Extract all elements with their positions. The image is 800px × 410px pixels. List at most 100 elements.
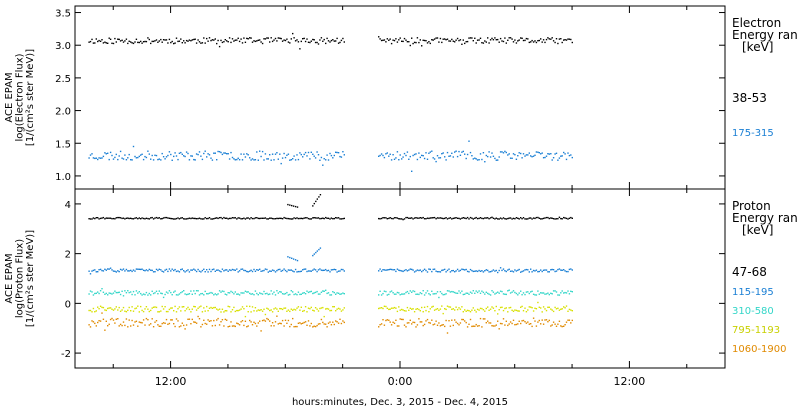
data-point — [568, 293, 571, 295]
data-point — [472, 307, 474, 309]
data-point — [226, 310, 228, 312]
data-point — [386, 269, 388, 271]
data-point — [150, 294, 152, 296]
data-point — [130, 291, 132, 293]
data-point — [188, 159, 191, 161]
data-point — [138, 311, 140, 313]
data-point — [399, 318, 401, 320]
data-point — [413, 290, 416, 293]
data-point — [294, 268, 297, 271]
data-point — [204, 310, 206, 312]
data-point — [396, 217, 399, 219]
data-point — [550, 38, 552, 40]
data-point — [508, 153, 510, 155]
data-point — [492, 307, 495, 309]
y-tick-label: 4 — [65, 200, 71, 211]
data-point — [456, 155, 459, 158]
data-point — [327, 40, 330, 42]
data-point — [198, 306, 201, 308]
data-point — [548, 38, 550, 40]
data-point — [290, 38, 292, 40]
data-point — [98, 292, 100, 295]
data-point — [287, 309, 290, 311]
data-point — [416, 293, 419, 295]
data-point — [165, 268, 168, 271]
data-point — [406, 270, 409, 272]
data-point — [411, 37, 413, 39]
data-point — [160, 159, 162, 161]
data-point — [135, 157, 138, 159]
data-point — [449, 155, 452, 157]
data-point — [175, 155, 178, 157]
data-point — [310, 151, 312, 153]
data-point — [162, 217, 165, 219]
data-point — [406, 322, 409, 324]
data-point — [94, 217, 96, 220]
data-point — [233, 325, 235, 327]
data-point — [253, 321, 255, 323]
data-point — [561, 269, 563, 271]
data-point — [540, 153, 542, 155]
data-point — [544, 308, 546, 310]
data-point — [165, 291, 168, 293]
data-point — [105, 42, 107, 44]
data-point — [520, 290, 522, 292]
data-point — [283, 152, 285, 155]
data-point — [109, 267, 112, 269]
data-point — [436, 217, 439, 219]
data-point — [99, 305, 102, 307]
data-point — [433, 323, 436, 325]
data-point — [511, 322, 513, 325]
data-point — [406, 41, 409, 43]
data-point — [567, 218, 569, 220]
data-point — [190, 40, 192, 42]
data-point — [405, 39, 407, 41]
data-point — [413, 153, 416, 156]
data-point — [530, 217, 532, 219]
data-point — [140, 40, 142, 43]
data-point — [97, 217, 99, 219]
data-point — [517, 310, 519, 312]
data-point — [290, 269, 292, 271]
data-point — [270, 217, 272, 219]
data-point — [224, 310, 226, 312]
data-point — [246, 270, 248, 273]
data-point — [380, 307, 383, 309]
data-point — [335, 293, 337, 295]
data-point — [193, 158, 195, 161]
data-point — [494, 37, 496, 39]
data-point — [488, 309, 490, 311]
data-point — [567, 290, 569, 292]
data-point — [448, 155, 450, 157]
data-point — [259, 320, 261, 322]
data-point — [175, 294, 178, 296]
data-point — [530, 323, 532, 325]
data-point — [560, 269, 562, 271]
data-point — [204, 217, 206, 219]
data-point — [571, 310, 573, 312]
data-point — [409, 290, 411, 292]
data-point — [131, 293, 133, 296]
data-point — [243, 37, 245, 39]
data-point — [194, 292, 196, 295]
data-point — [499, 217, 502, 219]
data-point — [458, 217, 460, 220]
data-point — [101, 306, 103, 309]
data-point — [238, 217, 241, 219]
data-point — [340, 310, 343, 312]
data-point — [122, 268, 125, 270]
data-point — [504, 150, 506, 153]
data-point — [273, 269, 275, 272]
data-point — [127, 326, 129, 328]
data-point — [190, 290, 192, 292]
data-point — [491, 290, 493, 292]
data-point — [418, 308, 420, 311]
data-point — [256, 40, 258, 42]
data-point — [206, 323, 208, 325]
data-point — [237, 157, 239, 159]
data-point — [183, 290, 185, 292]
data-point — [187, 40, 189, 42]
data-point — [402, 309, 404, 311]
data-point — [438, 296, 440, 299]
